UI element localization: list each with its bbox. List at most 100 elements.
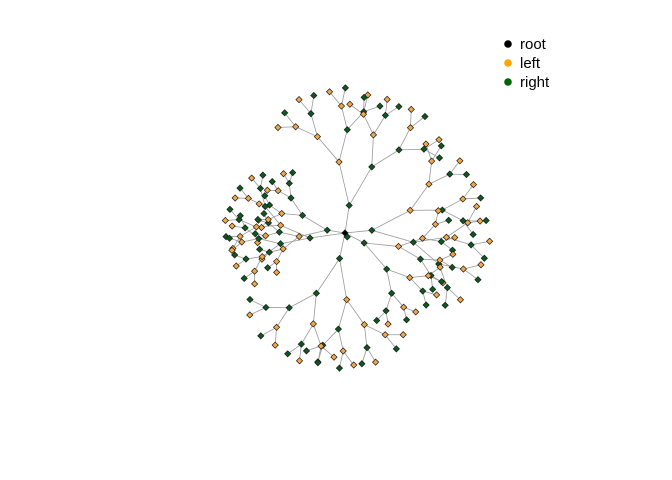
tree-edge [428,173,450,185]
tree-node-left [330,353,338,361]
tree-edge [312,323,322,347]
tree-edge [348,166,373,206]
tree-node-left [264,216,272,224]
tree-node-right [360,239,368,247]
tree-edge [301,323,314,345]
tree-node-right [469,230,477,239]
tree-node-right [310,91,318,100]
tree-node-left [372,358,380,366]
tree-edge [316,258,340,294]
tree-edge [282,236,300,250]
tree-node-left [273,257,281,266]
tree-edge [386,269,393,294]
tree-node-left [221,216,229,225]
tree-node-left [383,95,391,103]
tree-node-left [394,242,403,251]
tree-node-left [469,181,478,189]
tree-edge [312,293,317,324]
tree-edge [371,229,414,243]
tree-edge [239,226,257,237]
tree-edge [384,334,397,350]
tree-node-left [261,232,270,240]
legend-marker-left [504,59,512,67]
tree-node-right [335,254,344,263]
tree-edge [431,145,442,162]
tree-node-right [241,224,249,232]
tree-edge [413,241,440,265]
tree-edge [442,198,464,211]
tree-node-right [260,209,268,218]
tree-node-left [486,237,494,245]
nodes-layer [221,84,494,372]
tree-node-left [337,102,346,110]
tree-node-left [295,96,303,104]
tree-node-right [343,126,351,134]
tree-node-right [383,265,391,273]
tree-node-right [323,226,331,234]
tree-edge [338,161,350,206]
tree-node-right [285,179,293,187]
tree-edge [446,222,468,238]
tree-node-left [255,200,263,208]
tree-node-right [360,93,368,101]
tree-node-right [388,289,396,297]
tree-node-left [346,100,354,108]
tree-edge [322,328,339,346]
tree-node-left [278,209,286,218]
tree-edge [470,244,485,259]
tree-node-left [274,187,282,195]
tree-edge [463,268,479,281]
tree-node-right [334,325,342,333]
tree-node-left [277,221,285,229]
tree-node-right [441,301,449,309]
tree-node-right [231,251,239,259]
tree-node-right [402,316,411,324]
tree-node-left [272,323,281,331]
tree-node-left [313,133,322,141]
tree-node-right [307,110,315,118]
tree-node-left [364,91,372,99]
tree-edge [260,188,266,207]
tree-node-right [416,255,425,263]
tree-node-right [314,359,322,367]
tree-node-right [240,274,248,282]
tree-node-left [228,246,236,254]
legend-marker-root [504,40,512,48]
tree-edge [249,307,267,316]
tree-node-left [464,219,472,227]
tree-node-left [317,342,325,350]
tree-node-left [273,268,281,277]
tree-node-right [255,234,263,243]
tree-node-right [236,184,244,192]
tree-edge [391,292,404,308]
tree-node-right [382,307,390,315]
tree-node-right [287,194,295,202]
legend-label-right: right [520,74,550,91]
tree-edge [425,143,433,162]
tree-edge [471,240,490,246]
tree-node-left [406,274,414,282]
tree-edge [248,197,266,207]
tree-edge [364,324,386,336]
tree-node-right [298,211,307,219]
tree-node-right [284,350,292,358]
tree-node-left [248,174,256,182]
tree-edge [447,287,461,301]
tree-node-right [409,238,417,246]
tree-edge [386,268,410,278]
tree-node-left [263,186,271,194]
tree-edge [264,206,281,226]
tree-edge [462,184,474,200]
tree-node-right [256,184,265,193]
tree-node-right [392,345,400,353]
tree-edge [346,299,365,325]
tree-node-left [431,220,440,228]
tree-node-right [368,226,376,234]
tree-node-right [335,364,344,372]
tree-node-left [244,194,252,202]
tree-node-right [419,287,427,295]
tree-node-right [437,142,445,150]
tree-node-right [251,230,259,238]
tree-edge [363,242,388,270]
tree-edge [341,105,348,130]
